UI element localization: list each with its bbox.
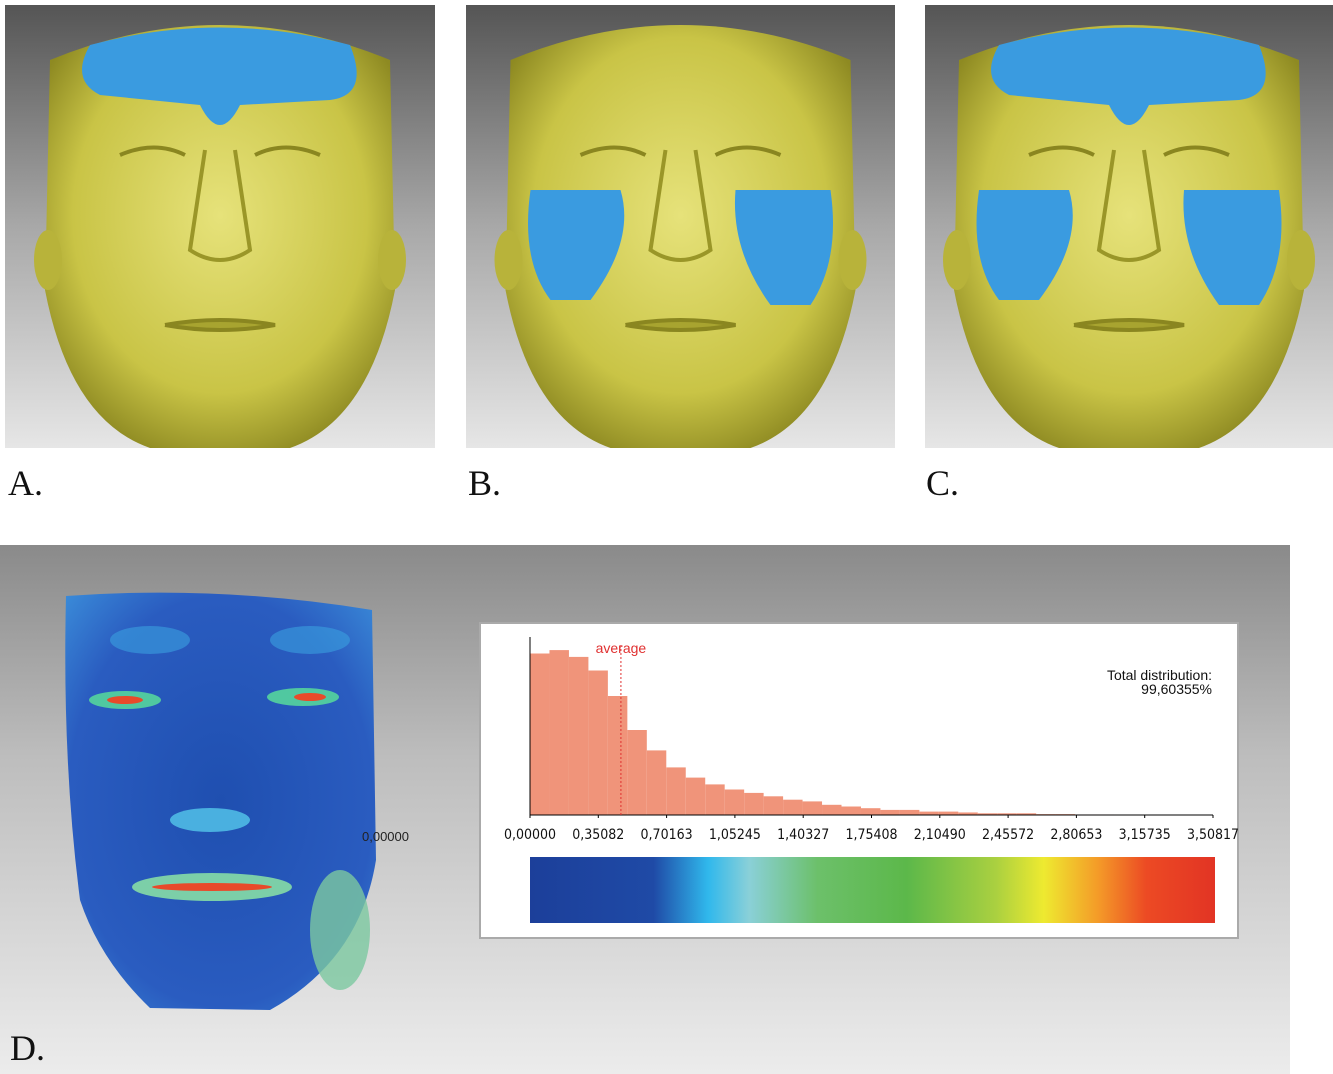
total-distribution: Total distribution:	[1107, 667, 1212, 683]
bar	[549, 650, 569, 815]
panel-label: C.	[926, 463, 959, 503]
bar	[802, 801, 823, 815]
bar	[841, 806, 861, 815]
ear	[494, 230, 523, 290]
total-distribution: 99,60355%	[1141, 681, 1212, 697]
brow-region	[82, 27, 357, 125]
bar	[880, 809, 900, 815]
cheek-region	[528, 190, 625, 300]
bar	[588, 670, 608, 815]
scale-label: 0,00000	[362, 829, 409, 844]
color-bar	[530, 857, 1215, 923]
brow-region	[991, 27, 1266, 125]
mouth	[164, 318, 276, 332]
x-tick-label: 3,50817	[1187, 827, 1239, 843]
ear	[943, 230, 971, 290]
ear	[1287, 230, 1315, 290]
face-panel	[466, 5, 895, 448]
x-tick-label: 3,15735	[1119, 827, 1171, 843]
histogram: 0,00000 0,35082 0,70163 1,05245 1,40327 1,754…	[504, 637, 1239, 843]
face-panels	[5, 5, 1333, 448]
ear	[838, 230, 867, 290]
nose	[1096, 149, 1162, 262]
bar	[744, 792, 764, 815]
eye	[714, 145, 782, 157]
bar	[646, 750, 667, 815]
mouth	[1073, 318, 1185, 332]
bar	[997, 813, 1017, 815]
heatmap-face	[65, 592, 376, 1010]
bar	[666, 767, 686, 815]
x-tick-label: 2,45572	[982, 827, 1034, 843]
cheek-region	[734, 190, 833, 305]
eye	[254, 145, 321, 157]
bar	[627, 730, 647, 815]
bar	[530, 653, 550, 815]
x-tick-label: 1,05245	[709, 827, 761, 843]
bar	[899, 809, 920, 815]
panel-label: A.	[8, 463, 43, 503]
bar	[724, 789, 745, 815]
x-tick-label: 1,40327	[777, 827, 829, 843]
eye	[579, 145, 647, 157]
bar	[763, 796, 784, 815]
annotation: average	[596, 640, 647, 656]
x-tick-label: 0,70163	[641, 827, 693, 843]
x-tick-label: 2,80653	[1050, 827, 1102, 843]
x-tick-label: 2,10490	[914, 827, 966, 843]
ear	[34, 230, 62, 290]
face	[954, 25, 1304, 448]
mouth	[625, 318, 736, 332]
nose	[187, 149, 253, 262]
bar	[1016, 813, 1037, 815]
bar	[919, 811, 939, 815]
ear	[378, 230, 406, 290]
eye	[1028, 145, 1095, 157]
face-panel	[5, 5, 435, 448]
face-panel	[925, 5, 1333, 448]
cheek-region	[976, 190, 1073, 300]
nose	[648, 149, 713, 262]
eye	[119, 145, 186, 157]
bar	[822, 804, 842, 815]
face	[45, 25, 395, 448]
x-tick-label: 1,75408	[845, 827, 897, 843]
bar	[860, 808, 881, 815]
bar	[783, 799, 803, 815]
eye	[1163, 145, 1230, 157]
bar	[705, 784, 725, 815]
bar	[685, 777, 706, 815]
bar	[958, 812, 978, 815]
panel-label: B.	[468, 463, 501, 503]
x-tick-label: 0,00000	[504, 827, 556, 843]
bar	[938, 811, 959, 815]
bar	[568, 656, 589, 815]
cheek-region	[1183, 190, 1282, 305]
bar	[977, 813, 998, 815]
panel-label: D.	[10, 1028, 45, 1068]
face	[505, 25, 856, 448]
bar	[607, 696, 628, 815]
x-tick-label: 0,35082	[572, 827, 624, 843]
